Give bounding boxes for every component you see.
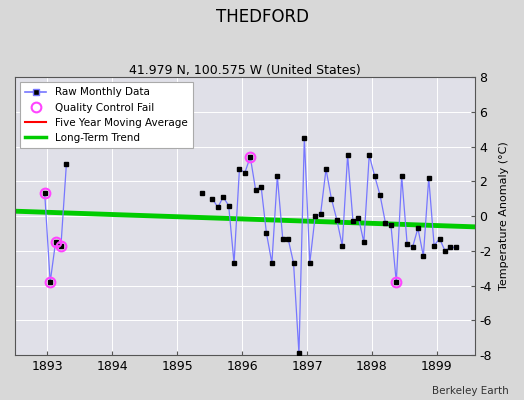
Text: Berkeley Earth: Berkeley Earth bbox=[432, 386, 508, 396]
Title: 41.979 N, 100.575 W (United States): 41.979 N, 100.575 W (United States) bbox=[129, 64, 361, 77]
Legend: Raw Monthly Data, Quality Control Fail, Five Year Moving Average, Long-Term Tren: Raw Monthly Data, Quality Control Fail, … bbox=[20, 82, 192, 148]
Text: THEDFORD: THEDFORD bbox=[215, 8, 309, 26]
Y-axis label: Temperature Anomaly (°C): Temperature Anomaly (°C) bbox=[499, 142, 509, 290]
